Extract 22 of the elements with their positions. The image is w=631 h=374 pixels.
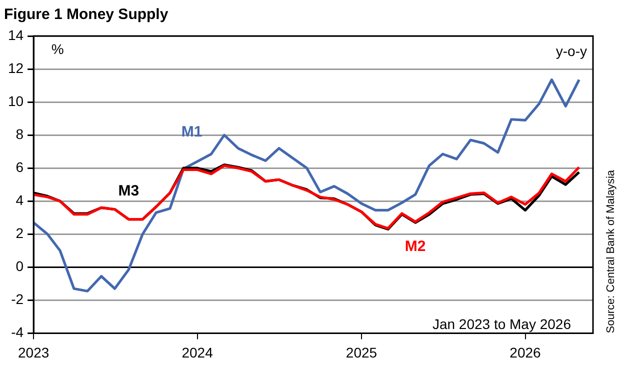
y-tick-label: 2 (16, 224, 24, 241)
y-tick-label: 4 (16, 192, 24, 208)
y-tick-label: 0 (16, 258, 24, 274)
series-label: M3 (118, 182, 140, 200)
chart-title: Figure 1 Money Supply (4, 6, 169, 24)
x-tick-label: 2025 (346, 344, 378, 360)
x-tick-label: 2023 (18, 344, 50, 360)
x-tick-label: 2024 (182, 344, 214, 360)
series-label: M2 (404, 238, 426, 255)
annotation: % (51, 40, 64, 57)
y-tick-label: 12 (8, 60, 24, 76)
y-tick-label: -2 (11, 291, 24, 308)
annotation: Jan 2023 to May 2026 (432, 316, 572, 332)
y-tick-label: 8 (16, 126, 24, 142)
x-tick-label: 2026 (510, 344, 542, 360)
y-tick-label: 14 (8, 26, 24, 43)
source-note: Source: Central Bank of Malaysia (605, 169, 618, 334)
annotation: y-o-y (556, 42, 587, 59)
y-tick-label: -4 (11, 324, 24, 340)
series-label: M1 (181, 124, 202, 141)
y-tick-label: 6 (16, 158, 24, 175)
y-tick-label: 10 (8, 92, 24, 109)
